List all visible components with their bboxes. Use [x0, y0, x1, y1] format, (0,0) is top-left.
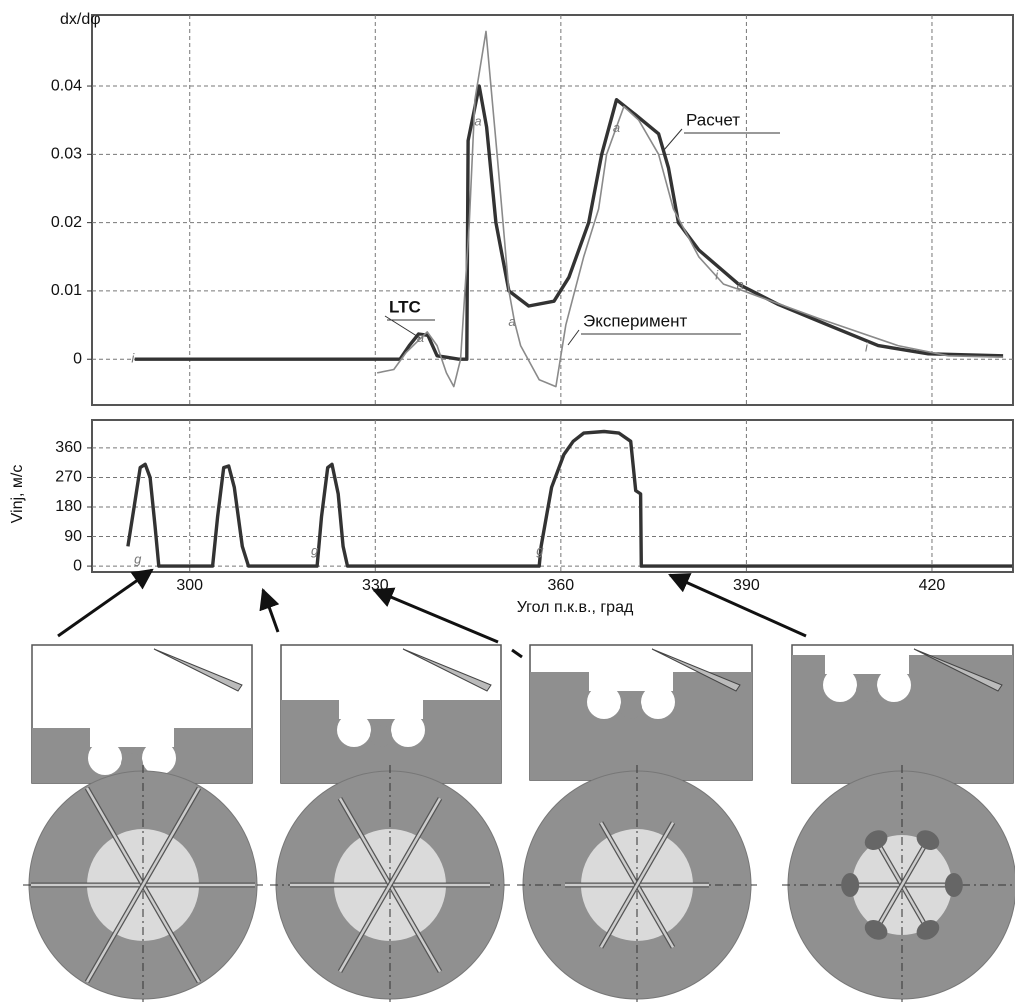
y-axis-label: Vinj, м/с: [9, 465, 26, 524]
leader-line: [664, 129, 682, 150]
y-tick-label: 0: [73, 557, 82, 574]
bottom-frame: [92, 420, 1013, 572]
bowl-lobe: [391, 713, 425, 747]
series-label: Эксперимент: [583, 311, 687, 330]
data-line: [128, 432, 1013, 567]
curve-marker-label: a: [613, 120, 620, 135]
curve-marker-label: a: [508, 314, 515, 329]
y-tick-label: 0.03: [51, 146, 82, 163]
top-frame: [92, 15, 1013, 405]
spray-spot: [841, 873, 859, 897]
curve-marker-label: g: [311, 543, 319, 558]
data-line: [377, 31, 1003, 386]
curve-marker-label: a: [474, 114, 481, 129]
curve-marker-label: a: [417, 330, 424, 345]
figure: dx/dφ Vinj, м/с Угол п.к.в., град 0 0.01 0…: [0, 0, 1015, 1002]
bowl-lobe: [142, 741, 176, 775]
arrow: [374, 590, 498, 642]
curve-marker-label: a: [737, 277, 744, 292]
spray-spot: [945, 873, 963, 897]
x-tick-label: 360: [547, 577, 574, 594]
region-label: LTC: [389, 297, 421, 316]
y-tick-label: 90: [64, 528, 82, 545]
curve-marker-label: g: [134, 552, 142, 567]
bowl-lobe: [877, 668, 911, 702]
arrows: [58, 570, 806, 642]
bowl-lobe: [641, 685, 675, 719]
x-tick-label: 330: [362, 577, 389, 594]
bowl-lobe: [587, 685, 621, 719]
x-tick-label: 420: [919, 577, 946, 594]
y-axis-label: dx/dφ: [60, 11, 101, 28]
page: dx/dφ Vinj, м/с Угол п.к.в., град 0 0.01 0…: [0, 0, 1015, 1002]
arrow-dash: [512, 650, 522, 657]
y-tick-label: 360: [55, 439, 82, 456]
arrow: [58, 570, 152, 636]
x-tick-label: 300: [176, 577, 203, 594]
curve-marker-label: i: [715, 267, 719, 282]
bowl-lobe: [823, 668, 857, 702]
arrow: [263, 590, 278, 632]
y-tick-label: 270: [55, 469, 82, 486]
x-tick-label: 390: [733, 577, 760, 594]
bowl-hump: [370, 725, 392, 747]
leader-line: [385, 316, 420, 338]
diagrams: [23, 645, 1015, 1002]
y-tick-label: 0.02: [51, 214, 82, 231]
bowl-lobe: [337, 713, 371, 747]
y-tick-label: 0.04: [51, 77, 82, 94]
curve-marker-label: g: [536, 543, 544, 558]
bowl-hump: [856, 680, 878, 702]
y-tick-label: 0: [73, 350, 82, 367]
bowl-hump: [620, 697, 642, 719]
y-tick-label: 180: [55, 498, 82, 515]
leader-line: [568, 330, 579, 345]
bowl-lobe: [88, 741, 122, 775]
y-tick-label: 0.01: [51, 282, 82, 299]
series-label: Расчет: [686, 110, 740, 129]
x-axis-label: Угол п.к.в., град: [517, 599, 634, 616]
